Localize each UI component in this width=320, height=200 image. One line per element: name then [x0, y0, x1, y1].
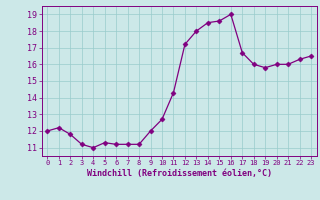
X-axis label: Windchill (Refroidissement éolien,°C): Windchill (Refroidissement éolien,°C): [87, 169, 272, 178]
